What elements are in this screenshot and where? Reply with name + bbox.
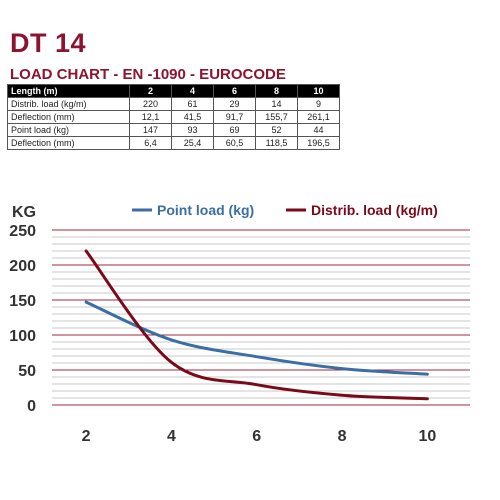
x-tick-label: 6 <box>252 428 261 445</box>
y-tick-label: 100 <box>9 328 36 345</box>
load-chart: 0 50 100 150 200 250 KG 2 4 6 8 10 Point load (kg) Di… <box>9 202 470 445</box>
table-cell: 147 <box>129 123 172 137</box>
table-header-label: Length (m) <box>7 84 130 98</box>
table-header-cell: 10 <box>297 84 340 98</box>
table-cell: 52 <box>255 123 298 137</box>
table-header-cell: 6 <box>213 84 256 98</box>
y-tick-label: 0 <box>27 398 36 415</box>
y-tick-label: 50 <box>18 363 36 380</box>
series-line-1 <box>84 249 429 401</box>
table-cell: 91,7 <box>213 110 256 124</box>
table-cell: 12,1 <box>129 110 172 124</box>
table-row: Point load (kg) 147 93 69 52 44 <box>7 123 340 137</box>
table-row-label: Distrib. load (kg/m) <box>7 97 130 111</box>
product-title: DT 14 <box>10 28 87 58</box>
table-cell: 6,4 <box>129 136 172 150</box>
table-cell: 9 <box>297 97 340 111</box>
legend-label: Point load (kg) <box>157 202 254 218</box>
table-cell: 196,5 <box>297 136 340 150</box>
table-cell: 29 <box>213 97 256 111</box>
y-tick-label: 150 <box>9 293 36 310</box>
table-cell: 41,5 <box>171 110 214 124</box>
table-header-cell: 8 <box>255 84 298 98</box>
table-row: Distrib. load (kg/m) 220 61 29 14 9 <box>7 97 340 111</box>
table-row-label: Point load (kg) <box>7 123 130 137</box>
spec-table: Length (m) 2 4 6 8 10 Distrib. load (kg/… <box>7 84 340 150</box>
x-tick-label: 10 <box>418 428 436 445</box>
table-cell: 220 <box>129 97 172 111</box>
table-cell: 118,5 <box>255 136 298 150</box>
table-row-label: Deflection (mm) <box>7 136 130 150</box>
x-tick-label: 4 <box>167 428 176 445</box>
table-header-cell: 2 <box>129 84 172 98</box>
table-header-row: Length (m) 2 4 6 8 10 <box>7 84 340 98</box>
table-cell: 14 <box>255 97 298 111</box>
table-cell: 61 <box>171 97 214 111</box>
table-row: Deflection (mm) 12,1 41,5 91,7 155,7 261… <box>7 110 340 124</box>
legend-label: Distrib. load (kg/m) <box>311 202 438 218</box>
table-header-cell: 4 <box>171 84 214 98</box>
table-cell: 60,5 <box>213 136 256 150</box>
table-cell: 69 <box>213 123 256 137</box>
y-axis-label: KG <box>12 204 36 221</box>
load-chart-subtitle: LOAD CHART - EN -1090 - EUROCODE <box>10 66 286 83</box>
x-tick-label: 2 <box>82 428 91 445</box>
y-tick-label: 250 <box>9 223 36 240</box>
table-row-label: Deflection (mm) <box>7 110 130 124</box>
table-cell: 261,1 <box>297 110 340 124</box>
x-tick-label: 8 <box>338 428 347 445</box>
table-row: Deflection (mm) 6,4 25,4 60,5 118,5 196,… <box>7 136 340 150</box>
table-cell: 93 <box>171 123 214 137</box>
series-line-0 <box>84 300 429 376</box>
table-cell: 25,4 <box>171 136 214 150</box>
table-cell: 44 <box>297 123 340 137</box>
table-cell: 155,7 <box>255 110 298 124</box>
y-tick-label: 200 <box>9 258 36 275</box>
